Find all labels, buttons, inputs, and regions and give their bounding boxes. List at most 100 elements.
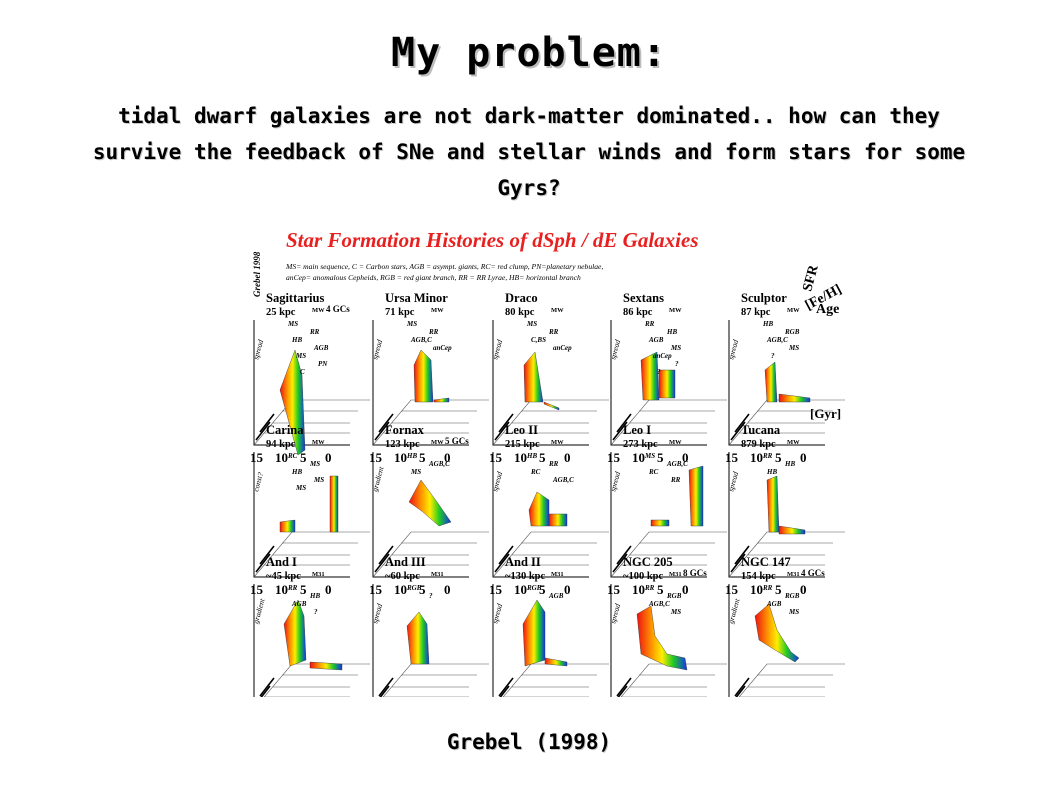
panel-feh-tick [612, 545, 632, 573]
sfh-bar [658, 369, 676, 399]
panel-feh-tick [734, 677, 750, 697]
sfh-bar [433, 397, 450, 403]
panel-population-label: MS [670, 344, 681, 352]
panel-feh-tick [259, 677, 275, 697]
panel-population-label: MS [295, 484, 306, 492]
panel-population-label: AGB [766, 600, 782, 608]
panel-population-label: MS [670, 608, 681, 616]
panel-age-tick: 10 [632, 582, 645, 597]
panel-population-label: PN [318, 360, 328, 368]
panel-host: MW [551, 307, 564, 314]
panel-gc-count: 5 GCs [445, 436, 469, 446]
panel-distance: 123 kpc [385, 439, 420, 450]
panel-age-tick: 5 [300, 450, 307, 465]
sfh-panel: And II ~130 kpc M31 spread RGB AGB 15 10 5 0 [490, 555, 609, 697]
panel-galaxy-name: And I [266, 555, 297, 569]
panel-distance: ~45 kpc [266, 571, 301, 582]
panel-host: MW [669, 439, 682, 446]
panel-galaxy-name: Leo II [505, 423, 538, 437]
panel-host: MW [431, 439, 444, 446]
sfh-bar [522, 599, 546, 667]
panel-age-tick: 10 [514, 582, 527, 597]
figure-side-credit: Grebel 1998 [252, 251, 262, 297]
panel-population-label: RC [648, 468, 659, 476]
panel-host: M31 [551, 571, 564, 578]
panel-age-tick: 10 [275, 450, 288, 465]
panel-gc-count: 4 GCs [801, 568, 825, 578]
panel-host: MW [787, 307, 800, 314]
panel-axes [253, 584, 255, 697]
panel-population-label: anCep [553, 344, 572, 352]
panel-age-tick: 10 [750, 582, 763, 597]
panel-feh-label: spread [490, 338, 504, 360]
panel-galaxy-name: Tucana [741, 423, 781, 437]
sfh-bar [766, 475, 780, 533]
sfh-bar [636, 605, 688, 671]
sfh-bar [528, 491, 550, 527]
panel-feh-label: spread [490, 602, 504, 624]
panel-galaxy-name: Carina [266, 423, 304, 437]
panel-feh-tick [374, 413, 394, 441]
panel-population-label: MS [287, 320, 298, 328]
panel-population-label: RR [644, 584, 655, 592]
panel-age-tick: 0 [564, 450, 571, 465]
panel-age-tick: 15 [489, 450, 503, 465]
panel-age-tick: 0 [444, 582, 451, 597]
panel-population-label: HB [291, 336, 302, 344]
panel-population-label: HB [291, 468, 302, 476]
panel-population-label: RGB [526, 584, 542, 592]
sfh-bar [764, 361, 778, 403]
panel-distance: 87 kpc [741, 307, 771, 318]
panel-feh-label: spread [608, 602, 622, 624]
panel-population-label: RR [548, 460, 559, 468]
sfh-bar [778, 525, 806, 535]
panel-age-tick: 15 [725, 582, 739, 597]
sfh-bar [778, 393, 811, 403]
panel-host: M31 [312, 571, 325, 578]
panel-feh-tick [494, 413, 514, 441]
panel-age-tick: 0 [682, 450, 689, 465]
panel-feh-tick [374, 545, 394, 573]
figure-legend-line: MS= main sequence, C = Carbon stars, AGB… [285, 262, 603, 271]
panel-population-label: RC [530, 468, 541, 476]
figure-title: Star Formation Histories of dSph / dE Ga… [286, 228, 699, 252]
panel-age-tick: 15 [250, 450, 264, 465]
panel-feh-tick [378, 677, 394, 697]
panel-population-label: AGB,C [766, 336, 788, 344]
panel-age-tick: 10 [394, 582, 407, 597]
panel-population-label: RGB [784, 328, 800, 336]
panel-population-label: HB [526, 452, 537, 460]
panel-age-tick: 5 [775, 450, 782, 465]
sfh-panel: Leo I 273 kpc MW spread MS AGB,C RC RR 15 10 5 0 [607, 423, 727, 597]
panel-population-label: AGB [548, 592, 564, 600]
sfh-panel: And III ~60 kpc M31 spread RGB? 15 10 5 0 [370, 555, 489, 697]
sfr-axis-label: SFR [800, 263, 822, 293]
panel-population-label: RGB [784, 592, 800, 600]
panel-host: M31 [431, 571, 444, 578]
panel-feh-label: spread [726, 338, 740, 360]
panel-population-label: ? [657, 368, 661, 376]
panel-age-tick: 15 [250, 582, 264, 597]
panel-population-label: AGB,C [410, 336, 432, 344]
panel-galaxy-name: Sculptor [741, 291, 787, 305]
panel-host: MW [312, 439, 325, 446]
age-axis-label: Age [816, 302, 839, 317]
panel-age-tick: 0 [564, 582, 571, 597]
panel-population-label: AGB [291, 600, 307, 608]
panel-age-tick: 15 [369, 582, 383, 597]
slide-subtitle: tidal dwarf galaxies are not dark-matter… [10, 98, 1048, 206]
panel-age-tick: 5 [300, 582, 307, 597]
panel-age-tick: 5 [539, 582, 546, 597]
panel-feh-tick [730, 413, 750, 441]
panel-population-label: ? [771, 352, 775, 360]
panel-galaxy-name: Sextans [623, 291, 664, 305]
panel-feh-label: spread [370, 338, 384, 360]
panel-feh-label: spread [370, 602, 384, 624]
sfh-bar [408, 479, 452, 527]
panel-host: MW [669, 307, 682, 314]
panel-galaxy-name: Sagittarius [266, 291, 324, 305]
panel-population-label: HB [766, 468, 777, 476]
